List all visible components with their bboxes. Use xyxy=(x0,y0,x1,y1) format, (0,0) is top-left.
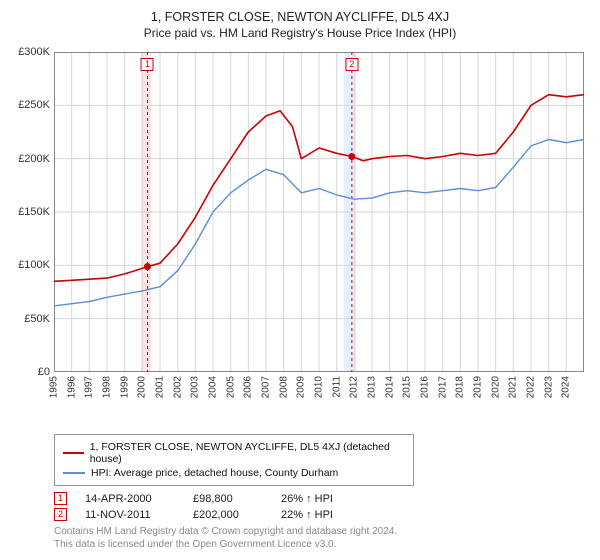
y-tick-label: £250K xyxy=(18,99,50,111)
x-tick-label: 2012 xyxy=(349,376,360,398)
x-tick-label: 2006 xyxy=(243,376,254,398)
y-tick-label: £50K xyxy=(24,313,50,325)
sale-diff: 26% ↑ HPI xyxy=(281,493,361,505)
x-tick-label: 2007 xyxy=(261,376,272,398)
x-tick-label: 1998 xyxy=(102,376,113,398)
sale-marker-flag: 1 xyxy=(141,58,154,71)
x-tick-label: 2013 xyxy=(367,376,378,398)
x-tick-label: 2010 xyxy=(314,376,325,398)
x-tick-label: 2015 xyxy=(402,376,413,398)
x-tick-label: 2009 xyxy=(296,376,307,398)
x-tick-label: 2002 xyxy=(172,376,183,398)
x-tick-label: 1999 xyxy=(119,376,130,398)
legend-swatch xyxy=(63,452,84,454)
sale-price: £202,000 xyxy=(193,509,263,521)
x-tick-label: 2024 xyxy=(561,376,572,398)
legend-item: 1, FORSTER CLOSE, NEWTON AYCLIFFE, DL5 4… xyxy=(63,441,405,465)
x-tick-label: 2005 xyxy=(225,376,236,398)
price-chart: £0£50K£100K£150K£200K£250K£300K199519961… xyxy=(12,46,588,426)
footer-attribution: Contains HM Land Registry data © Crown c… xyxy=(54,525,588,551)
x-tick-label: 2003 xyxy=(190,376,201,398)
legend-label: HPI: Average price, detached house, Coun… xyxy=(91,467,338,479)
page-title: 1, FORSTER CLOSE, NEWTON AYCLIFFE, DL5 4… xyxy=(12,10,588,24)
legend-label: 1, FORSTER CLOSE, NEWTON AYCLIFFE, DL5 4… xyxy=(90,441,405,465)
x-tick-label: 2017 xyxy=(437,376,448,398)
x-tick-label: 1995 xyxy=(49,376,60,398)
sale-index-box: 1 xyxy=(54,492,67,505)
x-tick-label: 2018 xyxy=(455,376,466,398)
x-tick-label: 2014 xyxy=(384,376,395,398)
x-tick-label: 2021 xyxy=(508,376,519,398)
y-tick-label: £100K xyxy=(18,259,50,271)
sale-diff: 22% ↑ HPI xyxy=(281,509,361,521)
x-tick-label: 2020 xyxy=(490,376,501,398)
y-tick-label: £200K xyxy=(18,153,50,165)
sale-marker-flag: 2 xyxy=(345,58,358,71)
sale-price: £98,800 xyxy=(193,493,263,505)
sale-row: 2 11-NOV-2011 £202,000 22% ↑ HPI xyxy=(54,508,588,521)
x-tick-label: 1996 xyxy=(66,376,77,398)
x-tick-label: 1997 xyxy=(84,376,95,398)
page-subtitle: Price paid vs. HM Land Registry's House … xyxy=(12,26,588,40)
sales-table: 1 14-APR-2000 £98,800 26% ↑ HPI 2 11-NOV-2011… xyxy=(54,492,588,521)
x-tick-label: 2008 xyxy=(278,376,289,398)
sale-date: 11-NOV-2011 xyxy=(85,509,175,521)
footer-line: Contains HM Land Registry data © Crown c… xyxy=(54,525,588,538)
x-tick-label: 2019 xyxy=(473,376,484,398)
legend-swatch xyxy=(63,472,85,474)
sale-row: 1 14-APR-2000 £98,800 26% ↑ HPI xyxy=(54,492,588,505)
plot-area: £0£50K£100K£150K£200K£250K£300K199519961… xyxy=(54,52,584,372)
sale-date: 14-APR-2000 xyxy=(85,493,175,505)
x-tick-label: 2000 xyxy=(137,376,148,398)
y-tick-label: £300K xyxy=(18,46,50,58)
footer-line: This data is licensed under the Open Gov… xyxy=(54,538,588,551)
x-tick-label: 2023 xyxy=(543,376,554,398)
legend: 1, FORSTER CLOSE, NEWTON AYCLIFFE, DL5 4… xyxy=(54,434,414,486)
legend-item: HPI: Average price, detached house, Coun… xyxy=(63,467,405,479)
x-tick-label: 2011 xyxy=(331,376,342,398)
x-tick-label: 2004 xyxy=(208,376,219,398)
x-tick-label: 2001 xyxy=(155,376,166,398)
x-tick-label: 2022 xyxy=(526,376,537,398)
x-tick-label: 2016 xyxy=(420,376,431,398)
y-tick-label: £150K xyxy=(18,206,50,218)
sale-index-box: 2 xyxy=(54,508,67,521)
chart-svg xyxy=(54,52,584,372)
